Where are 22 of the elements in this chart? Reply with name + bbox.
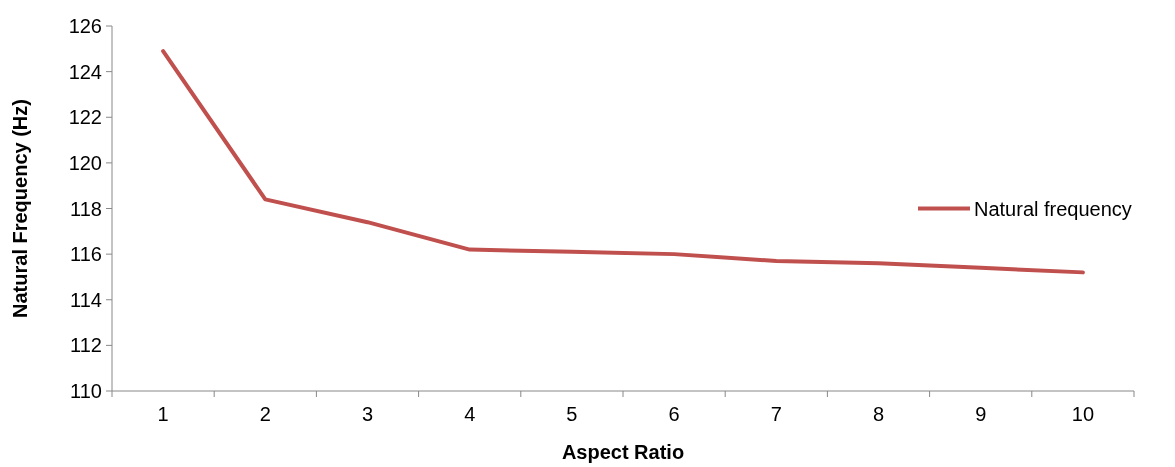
y-tick-label: 110 xyxy=(70,380,102,402)
x-tick-label: 5 xyxy=(566,403,578,425)
y-tick-label: 120 xyxy=(68,151,102,174)
y-tick-label: 116 xyxy=(70,243,102,266)
x-tick-label: 6 xyxy=(668,403,680,425)
y-tick-label: 126 xyxy=(68,15,102,37)
x-axis-title: Aspect Ratio xyxy=(561,441,685,463)
x-tick-label: 10 xyxy=(1071,403,1095,425)
x-tick-label: 8 xyxy=(872,403,885,425)
y-tick-label: 122 xyxy=(68,106,102,129)
x-tick-label: 7 xyxy=(770,403,782,425)
y-tick-label: 112 xyxy=(70,334,102,357)
x-tick-label: 9 xyxy=(975,403,987,425)
x-tick-label: 1 xyxy=(157,403,169,425)
x-tick-label: 2 xyxy=(259,403,271,425)
y-tick-label: 124 xyxy=(68,60,102,83)
x-tick-label: 3 xyxy=(361,403,374,425)
legend-label: Natural frequency xyxy=(974,197,1132,220)
y-axis-title: Natural Frequency (Hz) xyxy=(9,99,31,318)
x-tick-label: 4 xyxy=(464,403,476,425)
y-tick-label: 118 xyxy=(70,197,102,220)
y-tick-label: 114 xyxy=(70,288,102,311)
